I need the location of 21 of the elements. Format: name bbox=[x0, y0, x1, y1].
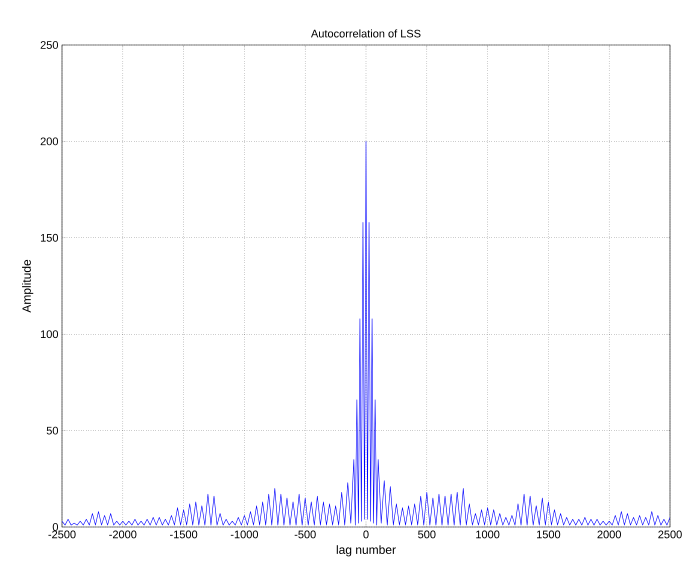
x-tick-label: -2500 bbox=[48, 530, 76, 538]
chart-title: Autocorrelation of LSS bbox=[310, 29, 420, 38]
x-tick-label: 2000 bbox=[598, 530, 621, 538]
x-tick-label: -2000 bbox=[109, 530, 136, 538]
y-tick-label: 150 bbox=[40, 234, 58, 242]
x-tick-label: 2500 bbox=[658, 530, 682, 538]
y-tick-label: 250 bbox=[40, 41, 58, 49]
x-tick-label: -1000 bbox=[230, 530, 258, 538]
x-tick-label: -500 bbox=[294, 530, 316, 538]
x-tick-label: 1000 bbox=[476, 530, 500, 538]
line-series bbox=[62, 141, 670, 526]
y-axis-title: Amplitude bbox=[22, 260, 34, 313]
y-tick-label: 100 bbox=[40, 330, 58, 338]
x-axis-title: lag number bbox=[336, 545, 396, 556]
x-tick-label: 0 bbox=[363, 530, 369, 538]
x-tick-label: 500 bbox=[418, 530, 436, 538]
x-tick-label: -1500 bbox=[170, 530, 198, 538]
y-tick-label: 200 bbox=[40, 138, 58, 146]
x-tick-label: 1500 bbox=[537, 530, 560, 538]
y-tick-label: 0 bbox=[52, 523, 58, 531]
y-tick-label: 50 bbox=[46, 426, 58, 434]
